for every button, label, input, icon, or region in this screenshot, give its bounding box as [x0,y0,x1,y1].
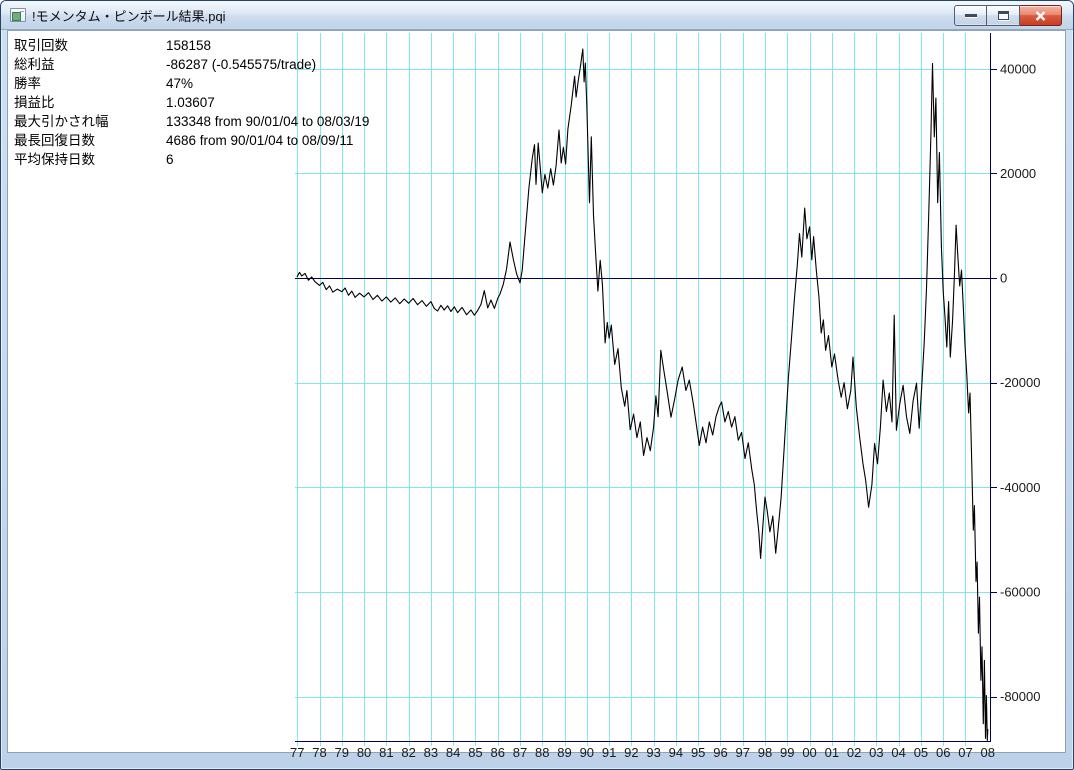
stat-value: 133348 from 90/01/04 to 08/03/19 [166,114,370,129]
stat-row: 最大引かされ幅 133348 from 90/01/04 to 08/03/19 [14,112,369,131]
stat-value: 1.03607 [166,95,215,110]
stat-label: 取引回数 [14,38,68,53]
stat-label: 平均保持日数 [14,152,95,167]
stat-label: 最長回復日数 [14,133,95,148]
close-icon [1035,10,1046,21]
stat-value: 47% [166,76,194,91]
stat-row: 損益比 1.03607 [14,93,369,112]
stat-label: 総利益 [14,57,55,72]
maximize-icon [997,11,1009,20]
minimize-button[interactable] [954,5,987,26]
stats-panel: 取引回数 158158 総利益 -86287 (-0.545575/trade) 勝率 4… [14,36,369,169]
stat-label: 勝率 [14,76,41,91]
stat-row: 勝率 47% [14,74,369,93]
window-title: !モメンタム・ピンボール結果.pqi [32,8,226,24]
stat-label: 損益比 [14,95,55,110]
window-controls [954,5,1062,26]
title-bar[interactable]: !モメンタム・ピンボール結果.pqi [1,1,1073,30]
app-icon [10,8,26,22]
stat-label: 最大引かされ幅 [14,114,109,129]
minimize-icon [964,14,977,17]
stat-row: 平均保持日数 6 [14,150,369,169]
stat-value: 6 [166,152,174,167]
stat-value: -86287 (-0.545575/trade) [166,57,317,72]
stat-row: 取引回数 158158 [14,36,369,55]
close-button[interactable] [1020,5,1062,26]
stat-row: 総利益 -86287 (-0.545575/trade) [14,55,369,74]
maximize-button[interactable] [987,5,1020,26]
stat-row: 最長回復日数 4686 from 90/01/04 to 08/09/11 [14,131,369,150]
stat-value: 4686 from 90/01/04 to 08/09/11 [166,133,354,148]
stat-value: 158158 [166,38,212,53]
